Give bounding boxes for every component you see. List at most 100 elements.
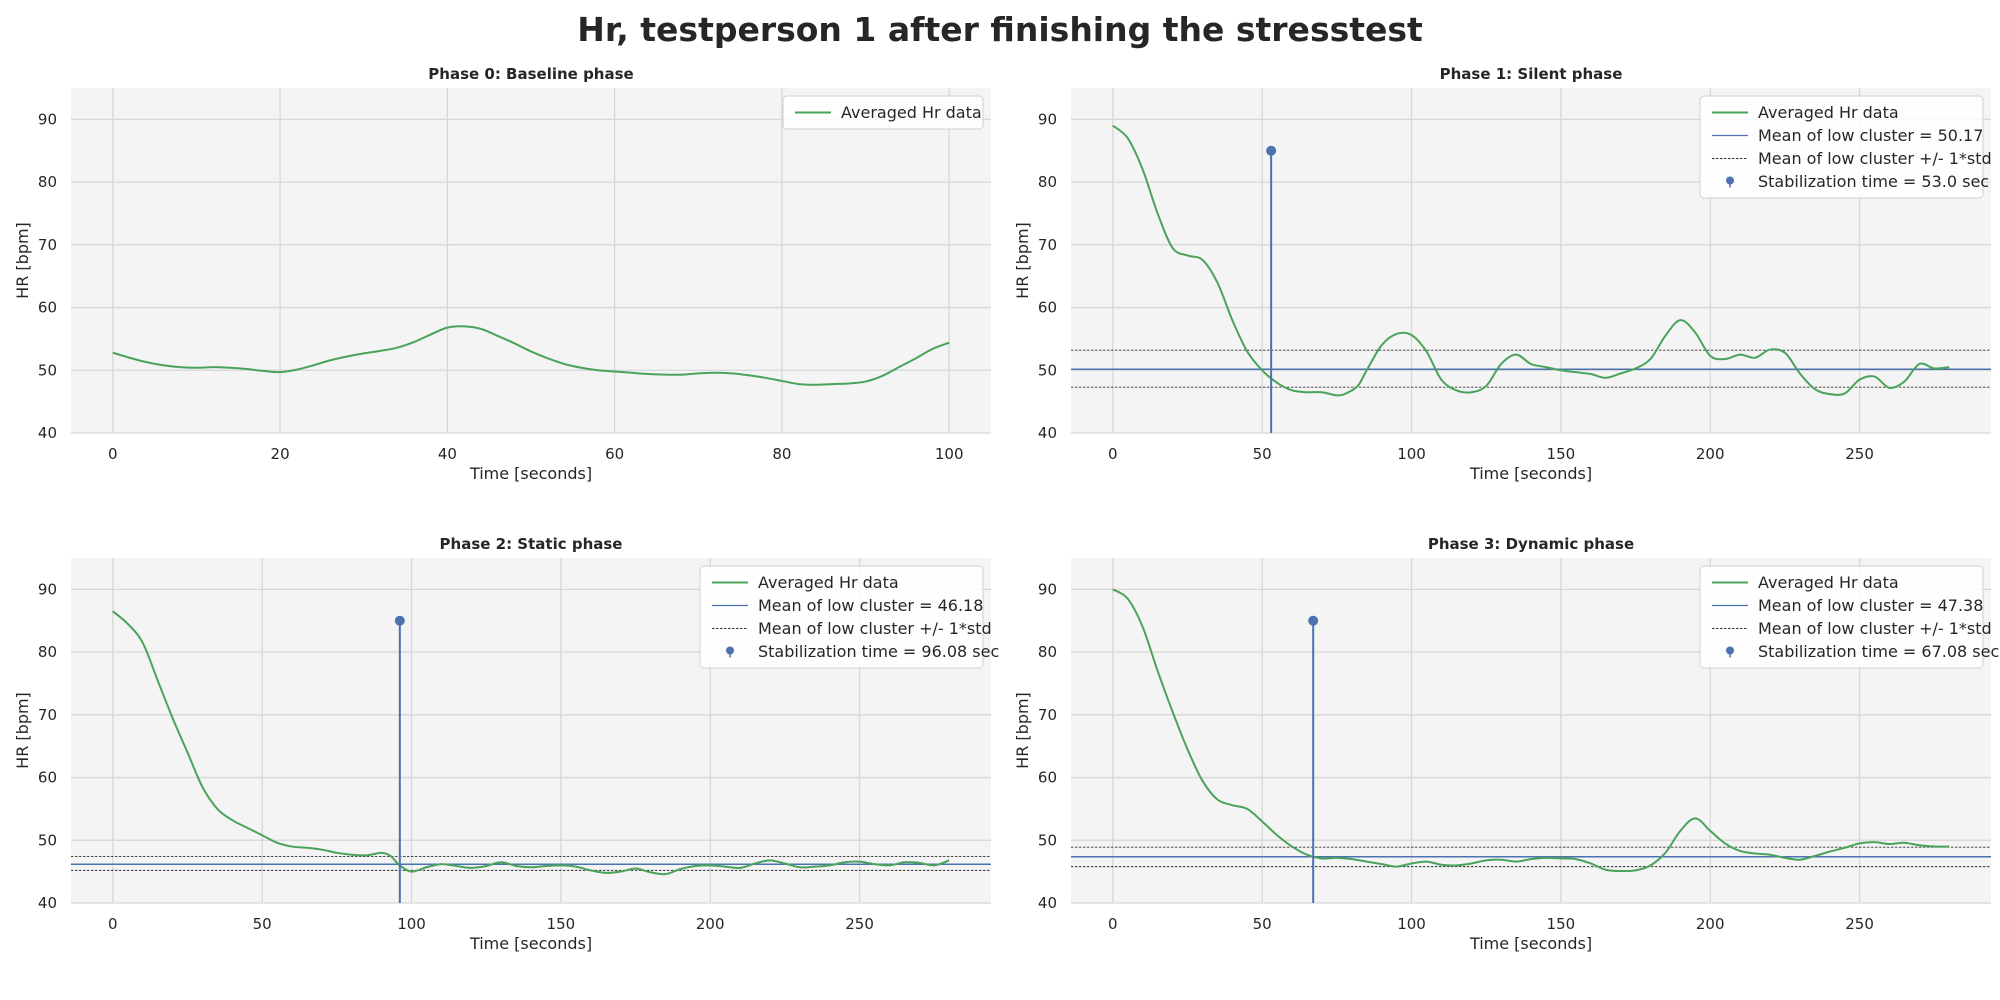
x-tick-label: 80 [772,445,791,463]
legend-label: Mean of low cluster +/- 1*std [1758,149,1992,168]
x-tick-label: 150 [547,915,576,933]
axes-title: Phase 2: Static phase [440,535,623,553]
y-tick-label: 90 [1038,580,1057,598]
x-tick-label: 250 [1845,915,1874,933]
panel-phase-3: 0 50 100 150 200 250 40 50 60 70 80 90 Phase 3: Dyna… [1013,535,1999,953]
panel-phase-1: 0 50 100 150 200 250 40 50 60 70 80 90 Phase 1: Sile… [1013,65,1992,483]
legend-label: Mean of low cluster = 47.38 [1758,596,1983,615]
hr-series-line [112,325,950,386]
x-tick-label: 100 [1397,915,1426,933]
legend-item: Averaged Hr data [712,573,899,592]
x-tick-label: 60 [605,445,624,463]
legend-handle-marker [726,646,734,655]
x-tick-label: 0 [1108,445,1118,463]
y-tick-label: 40 [38,894,57,912]
y-tick-label: 50 [38,361,57,379]
figure-title: Hr, testperson 1 after finishing the str… [577,10,1423,49]
panel-phase-0: 0 20 40 60 80 100 40 50 60 70 80 90 Phase 0: Baselin… [13,65,991,483]
legend: Averaged Hr data Mean of low cluster = 50… [1699,95,1992,199]
y-tick-label: 60 [38,769,57,787]
x-tick-label: 20 [271,445,290,463]
panel-phase-2: 0 50 100 150 200 250 40 50 60 70 80 90 Phase 2: Stat… [13,535,999,953]
hr-series-line [1112,588,1950,873]
legend-label: Mean of low cluster = 46.18 [758,596,983,615]
legend-item: Averaged Hr data [1712,573,1899,592]
y-tick-label: 80 [1038,173,1057,191]
x-tick-label: 150 [1547,915,1576,933]
y-tick-label: 80 [1038,643,1057,661]
stabilization-marker [1308,615,1319,626]
y-tick-label: 90 [38,580,57,598]
x-tick-label: 100 [935,445,964,463]
legend-item: Stabilization time = 53.0 sec [1726,172,1989,191]
legend-label: Stabilization time = 96.08 sec [758,642,999,661]
x-axis-label: Time [seconds] [1469,464,1592,483]
y-tick-label: 60 [38,299,57,317]
x-tick-label: 50 [253,915,272,933]
x-tick-label: 100 [397,915,426,933]
legend-label: Averaged Hr data [841,103,982,122]
axes-title: Phase 1: Silent phase [1440,65,1623,83]
legend-frame [1699,565,1984,669]
x-tick-label: 200 [1696,915,1725,933]
y-tick-label: 90 [1038,110,1057,128]
legend-label: Mean of low cluster +/- 1*std [758,619,992,638]
legend-frame [782,95,984,130]
y-tick-label: 50 [38,831,57,849]
y-axis-label: HR [bpm] [13,692,32,769]
x-tick-label: 0 [108,445,118,463]
data-layer [71,610,991,903]
x-tick-label: 0 [1108,915,1118,933]
stabilization-marker [394,615,405,626]
y-tick-label: 70 [38,236,57,254]
legend-item: Stabilization time = 96.08 sec [726,642,999,661]
y-tick-label: 60 [1038,299,1057,317]
x-axis-label: Time [seconds] [1469,934,1592,953]
legend-item: Averaged Hr data [795,103,982,122]
legend-frame [1699,95,1984,199]
data-layer [112,325,950,386]
legend-item: Mean of low cluster = 50.17 [1712,126,1983,145]
hr-series-line [1112,124,1950,397]
y-tick-label: 70 [1038,706,1057,724]
y-tick-label: 70 [38,706,57,724]
legend-item: Mean of low cluster +/- 1*std [712,619,992,638]
legend-item: Mean of low cluster = 47.38 [1712,596,1983,615]
x-tick-label: 0 [108,915,118,933]
legend-label: Stabilization time = 53.0 sec [1758,172,1989,191]
legend-label: Stabilization time = 67.08 sec [1758,642,1999,661]
x-tick-label: 50 [1253,445,1272,463]
y-tick-label: 70 [1038,236,1057,254]
legend: Averaged Hr data Mean of low cluster = 47… [1699,565,1999,669]
x-tick-label: 250 [845,915,874,933]
legend-label: Mean of low cluster +/- 1*std [1758,619,1992,638]
legend-label: Averaged Hr data [1758,573,1899,592]
axes-title: Phase 0: Baseline phase [428,65,633,83]
legend-handle-marker [1726,176,1734,185]
x-axis-label: Time [seconds] [469,934,592,953]
x-tick-label: 200 [696,915,725,933]
plot-area [71,88,991,433]
y-tick-label: 80 [38,643,57,661]
legend: Averaged Hr data [782,95,984,130]
legend-frame [699,565,984,669]
x-tick-label: 40 [438,445,457,463]
y-tick-label: 80 [38,173,57,191]
x-axis-label: Time [seconds] [469,464,592,483]
legend-item: Mean of low cluster +/- 1*std [1712,619,1992,638]
y-axis-label: HR [bpm] [13,222,32,299]
legend-handle-marker [1726,646,1734,655]
hr-series-line [112,610,950,876]
x-tick-label: 250 [1845,445,1874,463]
axes-title: Phase 3: Dynamic phase [1428,535,1634,553]
data-layer [1071,124,1991,433]
legend-item: Averaged Hr data [1712,103,1899,122]
y-tick-label: 40 [1038,424,1057,442]
x-tick-label: 50 [1253,915,1272,933]
legend-label: Mean of low cluster = 50.17 [1758,126,1983,145]
y-tick-label: 60 [1038,769,1057,787]
y-tick-label: 90 [38,110,57,128]
x-tick-label: 200 [1696,445,1725,463]
y-axis-label: HR [bpm] [1013,222,1032,299]
